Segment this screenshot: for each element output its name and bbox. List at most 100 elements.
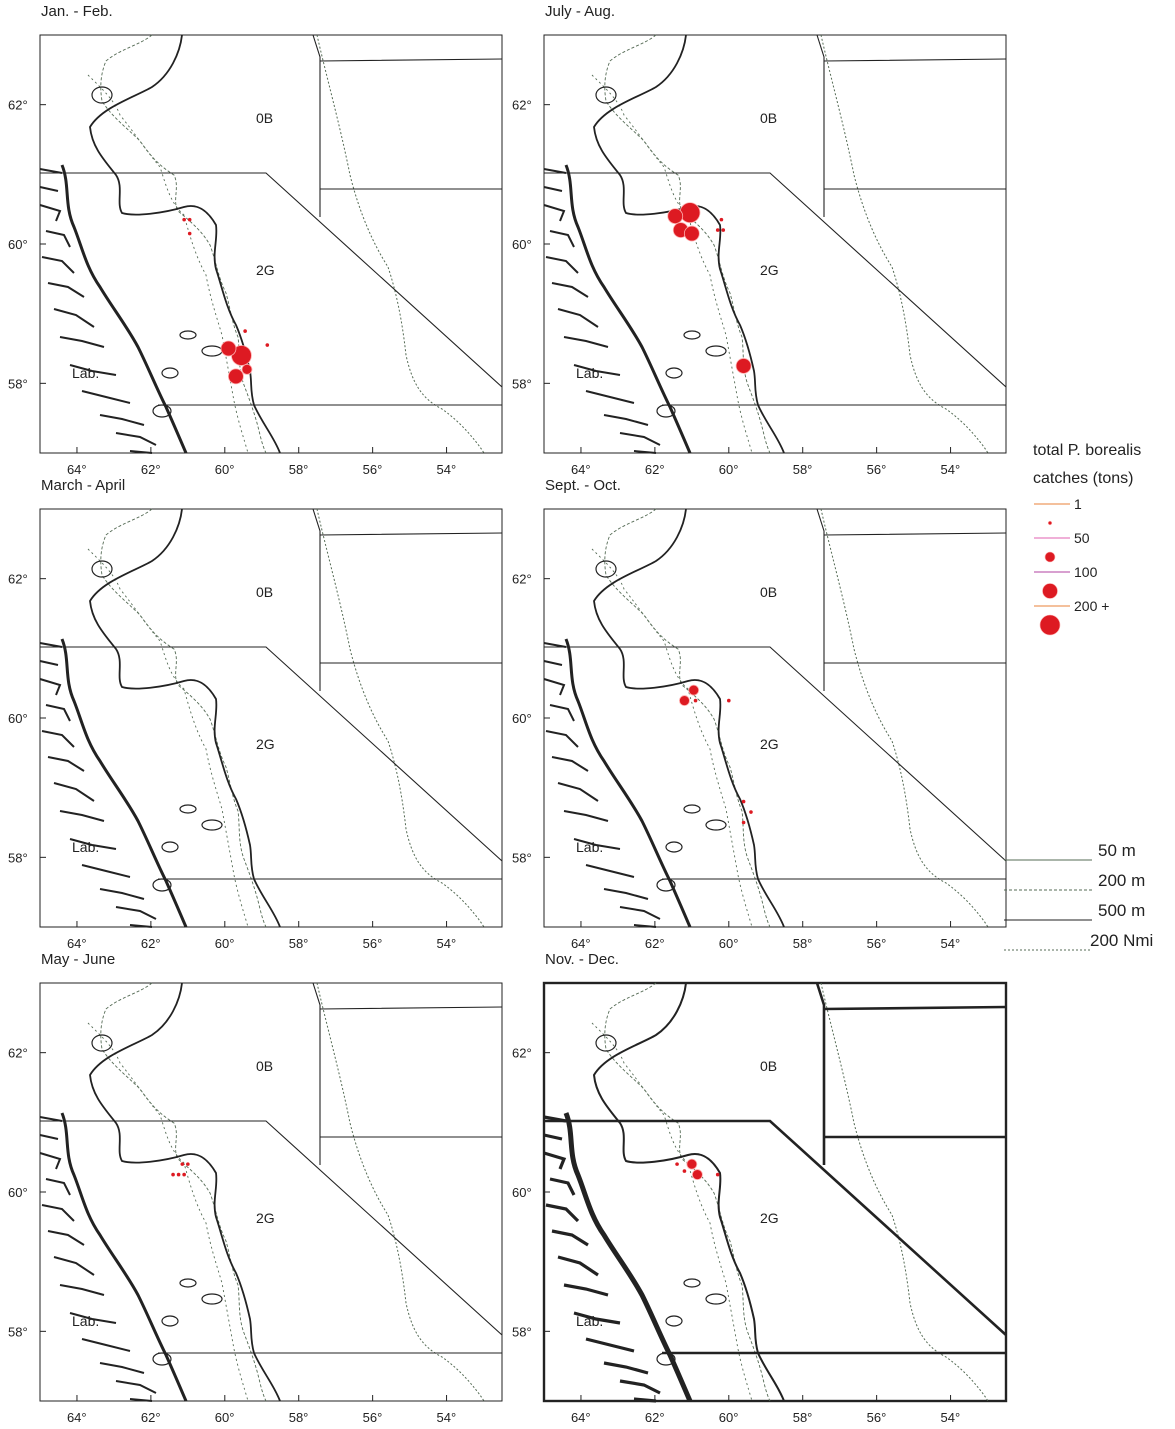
division-boundary: [312, 982, 321, 1165]
catch-point: [682, 1169, 687, 1173]
depth-legend-label: 200 m: [1098, 871, 1145, 890]
labrador-coast: [60, 1112, 188, 1402]
lon-tick-label: 54°: [437, 936, 457, 951]
catch-point: [265, 343, 270, 347]
legend-label: 1: [1074, 496, 1082, 512]
island: [595, 1034, 617, 1052]
catch-point: [741, 799, 746, 804]
lon-tick-label: 62°: [141, 936, 161, 951]
shelf-edge-line: [89, 508, 281, 928]
boundary-200nmi: [316, 508, 485, 928]
lon-tick-label: 56°: [363, 1410, 383, 1425]
depth-legend: 50 m 200 m 500 m 200 Nmi: [1004, 841, 1153, 951]
division-boundary: [319, 58, 503, 190]
catch-point: [679, 695, 690, 706]
lon-tick-label: 60°: [719, 936, 739, 951]
lon-tick-label: 60°: [719, 462, 739, 477]
legend-symbol: [1042, 583, 1058, 599]
division-boundary: [40, 1120, 503, 1336]
catch-point: [686, 1158, 698, 1170]
island: [201, 1293, 223, 1305]
lat-tick-label: 58°: [512, 850, 532, 865]
catch-point: [688, 684, 700, 696]
isobath-200m: [100, 34, 267, 454]
isobath-200m: [604, 34, 771, 454]
legend-label: 50: [1074, 530, 1090, 546]
lon-tick-label: 60°: [215, 1410, 235, 1425]
catch-legend: total P. borealis catches (tons) 1 50 100 2…: [1033, 442, 1141, 636]
island: [161, 367, 179, 379]
division-boundary: [815, 982, 826, 1165]
division-boundary: [823, 1005, 1007, 1139]
labrador-coast: [564, 164, 692, 454]
division-boundary: [823, 532, 1007, 664]
catch-point: [227, 368, 244, 385]
lat-tick-label: 58°: [512, 1324, 532, 1339]
map-panel: Jan. - Feb. 0B 2G Lab. 62° 60° 58° 64° 62° 60° 58°…: [8, 3, 503, 477]
labrador-coast: [60, 638, 188, 928]
lon-tick-label: 60°: [215, 936, 235, 951]
catch-point: [243, 329, 247, 333]
labrador-coast: [563, 1112, 693, 1402]
shelf-edge-line: [593, 34, 785, 454]
lat-tick-label: 62°: [8, 572, 28, 587]
lon-tick-label: 56°: [867, 936, 887, 951]
region-label-0b: 0B: [256, 110, 273, 126]
division-boundary: [544, 646, 1007, 862]
isobath-500m: [591, 548, 753, 928]
isobath-500m: [591, 74, 753, 454]
map-content: 0B 2G Lab.: [39, 982, 503, 1402]
panel-title: July - Aug.: [545, 3, 615, 20]
island: [201, 819, 223, 831]
region-label-lab: Lab.: [72, 365, 99, 381]
catch-point: [667, 208, 684, 225]
map-panel: Sept. - Oct. 0B 2G Lab. 62° 60° 58° 64° 62° 60° 58…: [512, 477, 1007, 951]
island: [705, 345, 727, 357]
lon-tick-label: 64°: [571, 936, 591, 951]
division-boundary: [40, 646, 503, 862]
region-label-lab: Lab.: [72, 1313, 99, 1329]
panel-title: March - April: [41, 477, 125, 494]
region-label-lab: Lab.: [576, 839, 603, 855]
lat-tick-label: 62°: [8, 98, 28, 113]
lon-tick-label: 64°: [571, 462, 591, 477]
island: [665, 367, 683, 379]
lon-tick-label: 56°: [867, 462, 887, 477]
catch-point: [241, 363, 253, 375]
region-label-2g: 2G: [256, 262, 275, 278]
region-label-0b: 0B: [256, 584, 273, 600]
island: [595, 86, 617, 104]
lat-tick-label: 58°: [8, 1324, 28, 1339]
lon-tick-label: 58°: [289, 936, 309, 951]
lon-tick-label: 54°: [941, 936, 961, 951]
panel-title: Sept. - Oct.: [545, 477, 621, 494]
map-panel: March - April 0B 2G Lab. 62° 60° 58° 64° 62° 60° 5…: [8, 477, 503, 951]
boundary-200nmi: [820, 508, 989, 928]
isobath-500m: [87, 548, 249, 928]
lat-tick-label: 62°: [512, 572, 532, 587]
lat-tick-label: 60°: [512, 1185, 532, 1200]
lon-tick-label: 64°: [571, 1410, 591, 1425]
lat-tick-label: 60°: [8, 711, 28, 726]
depth-legend-label: 200 Nmi: [1090, 931, 1153, 950]
lat-tick-label: 60°: [512, 711, 532, 726]
division-boundary: [319, 532, 503, 664]
boundary-200nmi: [316, 982, 485, 1402]
legend-label: 100: [1074, 564, 1098, 580]
map-content: 0B 2G Lab.: [543, 34, 1007, 454]
region-label-0b: 0B: [760, 1058, 777, 1074]
lat-tick-label: 58°: [8, 376, 28, 391]
catch-point: [186, 1162, 190, 1166]
lat-tick-label: 60°: [8, 237, 28, 252]
legend-symbol: [1039, 614, 1061, 636]
island: [683, 1278, 701, 1288]
region-label-2g: 2G: [256, 736, 275, 752]
catch-point: [715, 228, 720, 232]
island: [91, 560, 113, 578]
lon-tick-label: 64°: [67, 936, 87, 951]
shelf-edge-line: [89, 982, 281, 1402]
lon-tick-label: 62°: [645, 936, 665, 951]
lon-tick-label: 60°: [719, 1410, 739, 1425]
lat-tick-label: 62°: [512, 98, 532, 113]
